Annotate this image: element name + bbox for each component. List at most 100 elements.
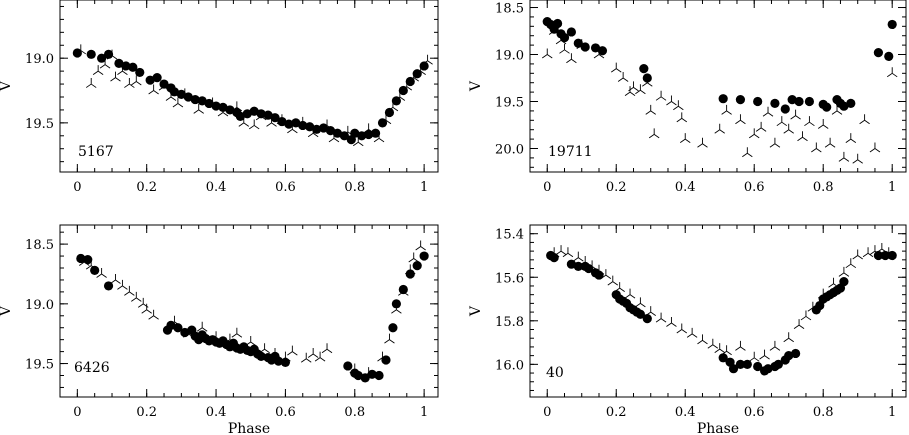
data-point-tripod	[117, 65, 128, 75]
data-point-tripod	[106, 49, 118, 60]
x-axis-label: Phase	[697, 421, 739, 435]
data-point-filled	[839, 277, 849, 287]
data-point-filled	[169, 87, 180, 97]
data-point-tripod	[862, 247, 874, 258]
data-point-tripod	[99, 58, 111, 69]
data-point-tripod	[85, 78, 97, 88]
data-point-tripod	[169, 315, 180, 326]
data-point-tripod	[804, 116, 815, 127]
data-point-filled	[325, 126, 336, 136]
data-point-tripod	[617, 72, 629, 82]
data-point-filled	[305, 122, 315, 132]
data-point-filled	[374, 370, 384, 381]
data-point-tripod	[593, 264, 605, 275]
y-tick-label: 19.5	[25, 117, 54, 132]
data-point-tripod	[755, 121, 767, 132]
x-tick-label: 0.2	[136, 405, 157, 420]
data-point-tripod	[85, 259, 97, 270]
y-axis-label: V	[0, 305, 14, 317]
data-point-filled	[412, 261, 422, 271]
data-point-tripod	[92, 65, 104, 75]
data-point-filled	[176, 89, 186, 100]
data-point-tripod	[783, 123, 794, 134]
data-point-filled	[235, 111, 245, 121]
data-point-tripod	[666, 316, 677, 327]
data-point-filled	[566, 259, 576, 269]
data-point-tripod	[314, 351, 326, 362]
data-point-tripod	[349, 363, 361, 374]
data-point-filled	[594, 270, 604, 280]
data-point-filled	[173, 323, 183, 333]
x-tick-label: 1	[888, 405, 896, 420]
data-point-tripod	[328, 132, 340, 143]
x-tick-label: 0.2	[606, 180, 627, 195]
data-point-filled	[97, 53, 107, 63]
data-point-tripod	[158, 80, 170, 91]
data-point-tripod	[831, 104, 843, 115]
data-point-filled	[273, 356, 284, 366]
data-point-tripod	[117, 279, 128, 290]
y-tick-label: 19.0	[25, 298, 54, 313]
data-point-tripod	[380, 114, 392, 125]
data-point-tripod	[811, 142, 822, 153]
data-point-filled	[76, 253, 86, 264]
data-point-tripod	[586, 260, 598, 271]
data-point-tripod	[735, 114, 746, 125]
data-point-tripod	[79, 256, 90, 266]
data-point-filled	[735, 95, 746, 105]
data-point-tripod	[248, 119, 260, 130]
data-point-tripod	[624, 86, 636, 96]
data-point-tripod	[679, 133, 691, 143]
data-point-tripod	[776, 116, 788, 127]
data-point-filled	[152, 72, 162, 83]
data-point-filled	[270, 113, 280, 123]
panel-identifier: 5167	[78, 144, 114, 160]
data-point-filled	[642, 314, 652, 324]
data-point-filled	[559, 32, 570, 43]
data-point-tripod	[759, 349, 770, 360]
data-point-filled	[284, 119, 294, 129]
data-point-filled	[291, 118, 301, 128]
data-point-tripod	[635, 84, 646, 95]
data-point-filled	[128, 62, 138, 72]
data-point-tripod	[179, 88, 191, 99]
data-point-tripod	[655, 312, 667, 323]
data-point-tripod	[783, 332, 794, 343]
plot-frame	[59, 224, 439, 398]
data-point-tripod	[387, 101, 399, 112]
data-point-tripod	[800, 310, 812, 321]
data-point-tripod	[790, 109, 801, 120]
x-tick-label: 0.4	[675, 405, 696, 420]
y-tick-label: 19.5	[25, 358, 54, 373]
y-axis-label: V	[468, 305, 484, 317]
data-point-filled	[742, 359, 752, 369]
data-point-tripod	[363, 367, 374, 377]
x-tick-label: 0.2	[136, 180, 157, 195]
data-point-tripod	[131, 291, 142, 302]
data-point-tripod	[762, 106, 774, 117]
data-point-tripod	[845, 133, 857, 143]
data-point-tripod	[573, 251, 584, 262]
data-point-tripod	[566, 53, 577, 64]
data-point-filled	[780, 104, 790, 114]
plot-frame	[529, 0, 907, 173]
data-point-tripod	[231, 101, 243, 112]
data-point-tripod	[655, 90, 667, 101]
data-point-tripod	[110, 273, 121, 284]
data-point-tripod	[876, 242, 888, 253]
data-point-tripod	[183, 327, 194, 338]
data-point-filled	[249, 106, 259, 116]
data-point-tripod	[562, 247, 574, 258]
data-point-filled	[773, 359, 783, 369]
data-point-tripod	[666, 95, 677, 106]
data-point-filled	[332, 128, 343, 138]
data-point-filled	[135, 67, 145, 78]
data-point-tripod	[210, 331, 222, 342]
data-point-tripod	[287, 345, 298, 356]
data-point-tripod	[793, 319, 805, 330]
data-point-tripod	[245, 336, 256, 346]
data-point-filled	[718, 94, 728, 104]
x-tick-label: 0	[543, 180, 551, 195]
data-point-tripod	[287, 123, 298, 134]
